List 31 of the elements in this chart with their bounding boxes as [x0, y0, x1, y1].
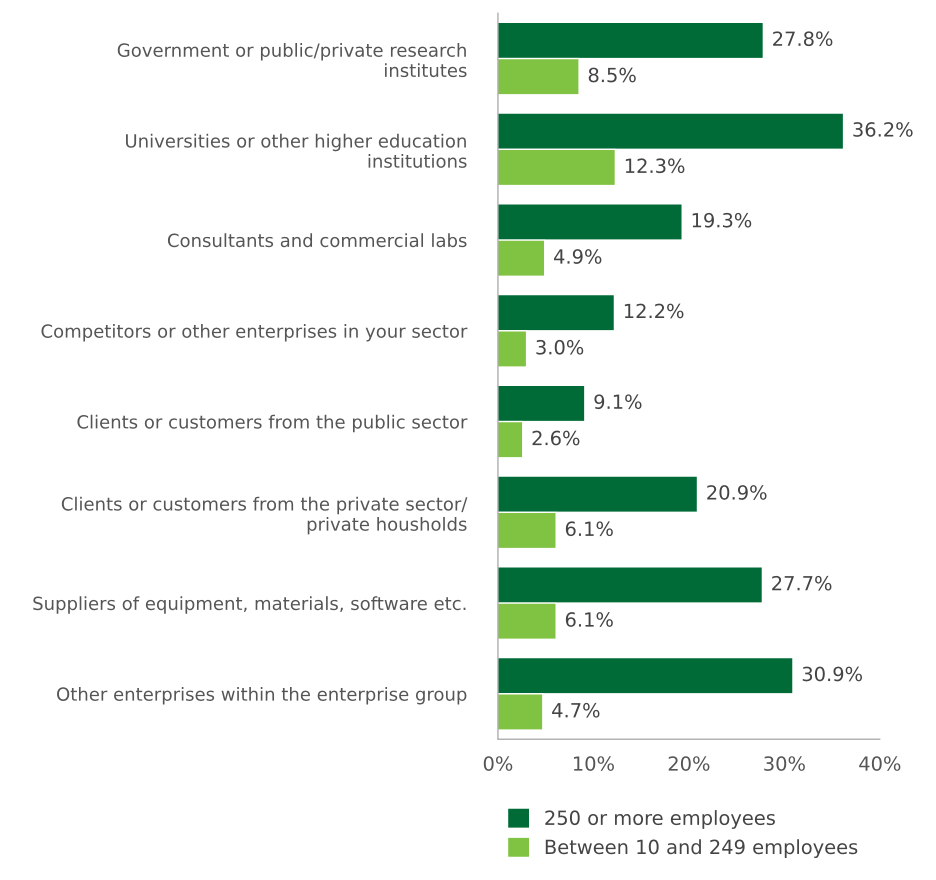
data-label: 19.3% — [692, 212, 752, 228]
x-tick-label: 10% — [574, 756, 614, 771]
y-tick-label: Competitors or other enterprises in your sector — [42, 324, 468, 342]
x-tick-label: 30% — [764, 756, 805, 771]
data-label: 9.1% — [594, 394, 642, 410]
data-label: 6.1% — [566, 521, 613, 536]
data-label: 4.7% — [552, 702, 600, 718]
legend-label: Between 10 and 249 employees — [546, 839, 858, 858]
data-label: 6.1% — [566, 612, 613, 627]
data-label: 30.9% — [802, 666, 862, 682]
legend-label: 250 or more employees — [545, 810, 775, 829]
y-tick-label: Clients or customers from the private sector/ private housholds — [62, 496, 468, 534]
data-label: 8.5% — [588, 68, 636, 82]
y-tick-label: Suppliers of equipment, materials, software etc. — [33, 596, 466, 614]
data-label: 12.3% — [626, 158, 684, 174]
data-label: 20.9% — [707, 485, 767, 500]
y-tick-label: Government or public/private research institutes — [118, 42, 467, 78]
data-label: 12.2% — [624, 304, 684, 318]
data-label: 4.9% — [554, 249, 602, 264]
x-tick-label: 0% — [484, 756, 512, 771]
y-tick-label: Other enterprises within the enterprise group — [57, 686, 466, 704]
y-tick-label: Universities or other higher education institutions — [126, 134, 467, 168]
y-tick-label: Consultants and commercial labs — [168, 233, 467, 248]
data-label: 2.6% — [532, 430, 580, 446]
x-tick-label: 20% — [668, 756, 710, 771]
data-label: 36.2% — [853, 122, 913, 137]
data-label: 3.0% — [536, 340, 584, 355]
data-label: 27.8% — [773, 31, 832, 46]
data-label: 27.7% — [772, 576, 832, 591]
x-tick-label: 40% — [859, 756, 900, 771]
y-tick-label: Clients or customers from the public sector — [77, 414, 468, 432]
